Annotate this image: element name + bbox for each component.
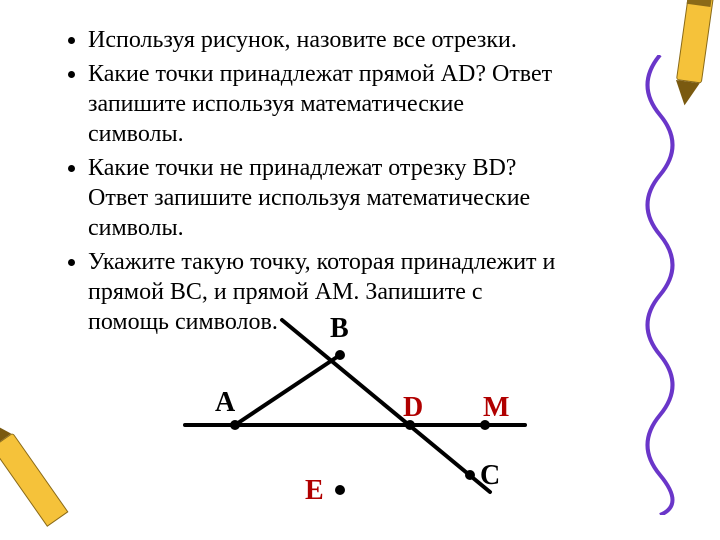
point-label-A: A: [215, 387, 235, 419]
crayon-bottom-left-icon: [0, 414, 66, 526]
bullet-item: Какие точки принадлежат прямой AD? Ответ…: [88, 59, 560, 149]
question-list: Используя рисунок, назовите все отрезки.…: [60, 25, 560, 341]
point-label-D: D: [403, 392, 423, 424]
geometry-diagram: A B D M C E: [165, 295, 545, 525]
bullet-item: Используя рисунок, назовите все отрезки.: [88, 25, 560, 55]
point-label-B: B: [330, 313, 349, 345]
point-label-M: M: [483, 392, 509, 424]
bullet-item: Какие точки не принадлежат отрезку BD? О…: [88, 153, 560, 243]
squiggle-icon: [630, 55, 690, 515]
point-label-E: E: [305, 475, 324, 507]
point-label-C: C: [480, 460, 500, 492]
